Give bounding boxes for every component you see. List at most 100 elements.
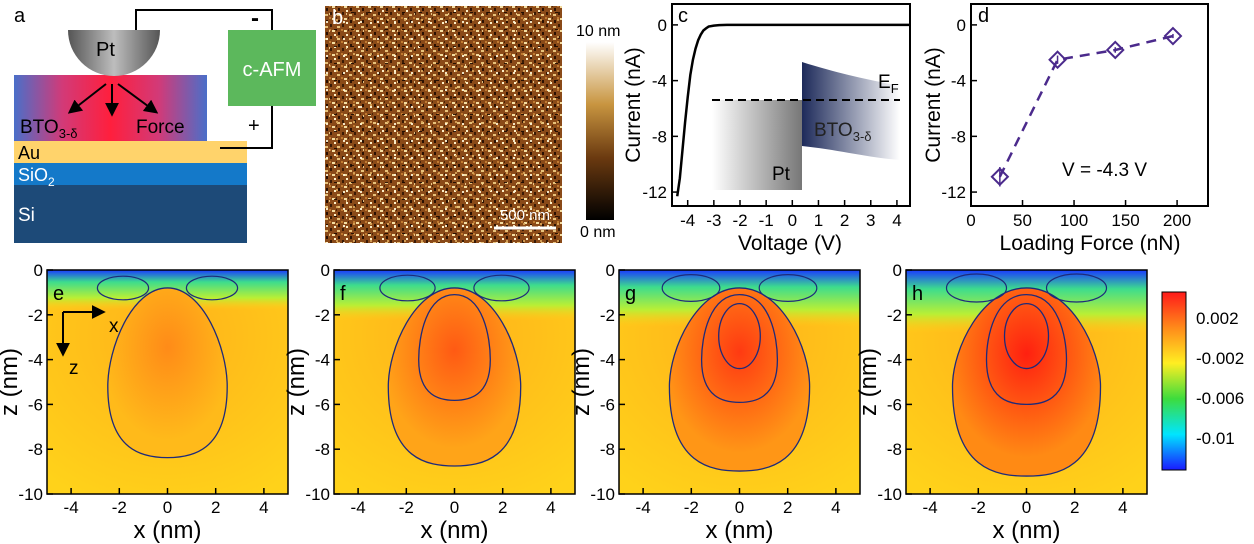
map-ylabel: z (nm) <box>0 348 23 416</box>
x-tick-label: 4 <box>546 498 555 517</box>
y-tick-label: -6 <box>28 395 43 414</box>
y-tick-label: -4 <box>652 72 667 91</box>
y-tick-label: -12 <box>941 183 966 202</box>
map-ylabel: z (nm) <box>568 348 595 416</box>
panel-b: b 500 nm 10 nm 0 nm <box>325 6 620 243</box>
y-tick-label: -6 <box>315 395 330 414</box>
iv-curve <box>675 23 910 197</box>
x-tick-label: 0 <box>163 498 172 517</box>
afm-image-texture <box>325 6 562 243</box>
x-tick-label: 2 <box>498 498 507 517</box>
inset-bto-label: BTO3-δ <box>814 120 872 144</box>
y-tick-label: -10 <box>877 485 902 504</box>
minus-sign: - <box>251 5 259 32</box>
colorbar-tick-label: -0.006 <box>1196 389 1244 408</box>
x-tick-label: 4 <box>892 211 901 230</box>
panel-d-ticks: 0 50 100 150 200 0 -4 -8 -12 <box>941 16 1191 230</box>
y-tick-label: -6 <box>600 395 615 414</box>
bto-label: BTO3-δ <box>20 117 78 141</box>
map-xlabel: x (nm) <box>421 517 489 544</box>
panel-d-letter: d <box>978 5 989 27</box>
x-tick-label: -2 <box>112 498 127 517</box>
instrument-label: c-AFM <box>243 59 302 81</box>
map-xlabel: x (nm) <box>993 517 1061 544</box>
y-tick-label: 0 <box>658 16 667 35</box>
x-tick-label: 2 <box>1070 498 1079 517</box>
x-tick-label: 0 <box>450 498 459 517</box>
pt-tip <box>68 30 160 76</box>
force-current-line <box>998 34 1174 178</box>
x-tick-label: -4 <box>64 498 79 517</box>
x-tick-label: 2 <box>211 498 220 517</box>
map-xlabel: x (nm) <box>706 517 774 544</box>
data-point <box>1048 50 1067 70</box>
map-panel-h: h -4 -2 0 2 4 0 -2 -4 -6 -8 -10 x (nm) z (nm) <box>855 261 1148 544</box>
colorbar-tick-label: 0.002 <box>1196 309 1239 328</box>
surface-contour <box>185 275 239 301</box>
map-ylabel: z (nm) <box>855 348 882 416</box>
x-tick-label: 0 <box>1022 498 1031 517</box>
x-tick-label: -2 <box>732 211 747 230</box>
x-tick-label: -3 <box>706 211 721 230</box>
x-tick-label: 1 <box>814 211 823 230</box>
x-tick-label: -4 <box>680 211 695 230</box>
x-tick-label: 0 <box>735 498 744 517</box>
x-tick-label: -1 <box>759 211 774 230</box>
x-tick-label: 4 <box>259 498 268 517</box>
x-tick-label: 4 <box>831 498 840 517</box>
map-letter: h <box>912 283 923 305</box>
panel-c-xlabel: Voltage (V) <box>738 232 842 255</box>
contour-inner <box>700 293 779 404</box>
si-label: Si <box>18 205 35 226</box>
panel-b-letter: b <box>332 7 343 29</box>
y-tick-label: -8 <box>887 440 902 459</box>
bto-band <box>802 62 900 160</box>
au-layer <box>14 141 247 163</box>
force-current-points <box>990 26 1183 187</box>
y-tick-label: -6 <box>887 395 902 414</box>
y-tick-label: -10 <box>305 485 330 504</box>
inset-pt-label: Pt <box>772 164 791 185</box>
colorbar-top-label: 10 nm <box>576 23 620 40</box>
si-layer <box>14 185 247 243</box>
map-panel-e: e -4 -2 0 2 4 0 -2 -4 -6 -8 -10 x (nm) z (nm) x z <box>0 261 289 544</box>
force-arrow-left <box>67 83 107 114</box>
colorbar-ticks: 0.002 -0.002 -0.006 -0.01 <box>1196 309 1244 448</box>
panel-c: c Pt BTO3-δ EF -4 -3 -2 -1 0 1 2 3 40-4-8-12 Vol… <box>622 3 911 255</box>
z-axis-label: z <box>69 358 79 379</box>
panel-c-ylabel: Current (nA) <box>622 47 645 163</box>
y-tick-label: -8 <box>600 440 615 459</box>
y-tick-label: 0 <box>957 16 966 35</box>
surface-contour <box>945 273 1008 303</box>
x-tick-label: -2 <box>684 498 699 517</box>
panel-a: a Pt c-AFM - + BTO3-δ Force Au SiO2 Si <box>14 5 316 243</box>
y-tick-label: -12 <box>642 183 667 202</box>
colorbar-tick-label: -0.002 <box>1196 349 1244 368</box>
surface-contour <box>96 275 150 301</box>
y-tick-label: -8 <box>315 440 330 459</box>
x-tick-label: 150 <box>1111 211 1139 230</box>
x-tick-label: -4 <box>351 498 366 517</box>
x-tick-label: 3 <box>866 211 875 230</box>
y-tick-label: -4 <box>315 351 330 370</box>
x-tick-label: -4 <box>923 498 938 517</box>
y-tick-label: 0 <box>34 261 43 280</box>
panel-d: d 0 50 100 150 200 0 -4 -8 -12 V = -4.3 V Loadin… <box>922 3 1209 255</box>
map-letter: g <box>625 283 636 305</box>
colorbar-bottom-label: 0 nm <box>580 224 616 241</box>
x-tick-label: -2 <box>971 498 986 517</box>
x-tick-label: 50 <box>1013 211 1032 230</box>
x-tick-label: 200 <box>1163 211 1191 230</box>
panel-a-letter: a <box>14 5 26 27</box>
panel-c-ticks: -4 -3 -2 -1 0 1 2 3 40-4-8-12 <box>642 16 901 230</box>
map-letter: e <box>53 283 64 305</box>
wire-top <box>135 9 273 30</box>
c-afm-box <box>228 30 316 106</box>
y-tick-label: 0 <box>893 261 902 280</box>
plus-sign: + <box>248 115 260 137</box>
x-tick-label: 2 <box>840 211 849 230</box>
panel-d-ylabel: Current (nA) <box>922 47 945 163</box>
data-point <box>1105 40 1125 60</box>
y-tick-label: -10 <box>18 485 43 504</box>
